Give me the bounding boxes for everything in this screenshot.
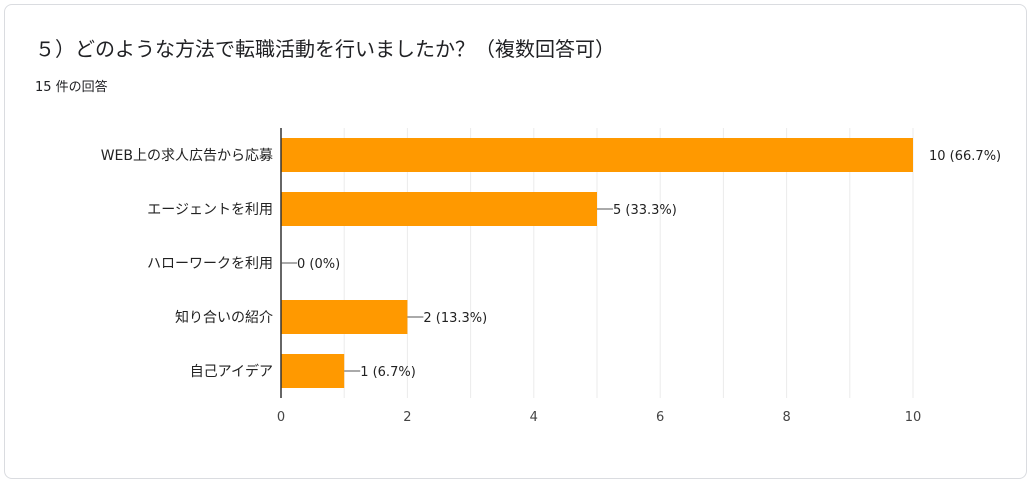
- response-count: 15 件の回答: [35, 80, 108, 95]
- grid-lines: [343, 128, 914, 398]
- x-tick-label: 6: [656, 410, 664, 425]
- value-label: 5 (33.3%): [613, 203, 677, 218]
- bar: [281, 300, 408, 334]
- value-label: 10 (66.7%): [929, 149, 1001, 164]
- category-label: WEB上の求人広告から応募: [101, 148, 273, 164]
- value-label: 1 (6.7%): [360, 365, 416, 380]
- category-label: 自己アイデア: [190, 363, 273, 380]
- value-label: 0 (0%): [297, 257, 340, 272]
- x-tick-label: 8: [782, 410, 790, 425]
- x-tick-label: 10: [905, 410, 922, 425]
- category-label: エージェントを利用: [147, 202, 273, 218]
- axes: 0 2 4 6 8 10: [277, 128, 921, 425]
- category-label: 知り合いの紹介: [175, 309, 273, 326]
- x-tick-label: 2: [403, 410, 411, 425]
- bar: [281, 354, 345, 388]
- x-tick-label: 0: [277, 410, 285, 425]
- value-label: 2 (13.3%): [423, 311, 487, 326]
- category-label: ハローワークを利用: [147, 256, 273, 272]
- bar: [281, 192, 597, 226]
- labels: WEB上の求人広告から応募 10 (66.7%) エージェントを利用 5 (33.3%…: [101, 148, 1001, 380]
- bar: [281, 138, 913, 172]
- question-card: [4, 4, 1027, 479]
- question-title: ５）どのような方法で転職活動を行いましたか？（複数回答可）: [35, 37, 615, 61]
- bars: [281, 138, 913, 388]
- x-tick-label: 4: [530, 410, 538, 425]
